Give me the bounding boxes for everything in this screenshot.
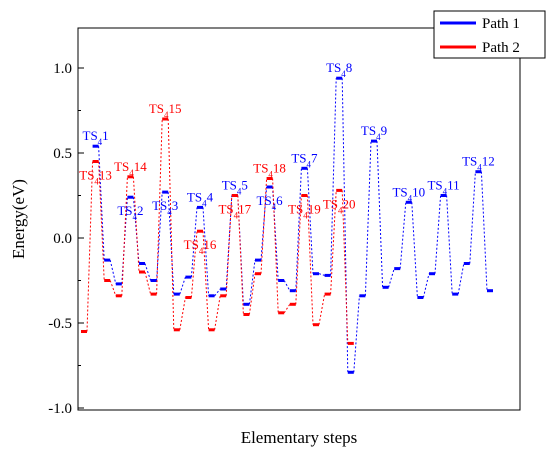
ts-label: TS415 [149,101,182,120]
connector [353,295,360,373]
connector [306,168,314,274]
ts-label: TS410 [392,184,425,203]
connector [330,78,337,276]
connector [86,161,94,332]
y-tick-label: 0.0 [53,231,72,247]
connector [202,207,210,296]
connector [318,273,325,276]
ts-label: TS47 [291,150,318,169]
connector [457,263,465,295]
connector [109,280,117,296]
connector [469,171,476,264]
connector [330,190,337,295]
connector [167,192,175,295]
y-axis: -1.0 -0.5 0.0 0.5 1.0 [48,61,84,417]
connector [388,268,395,288]
ts-label: TS48 [326,60,352,79]
connector [121,197,128,284]
connector [225,195,233,296]
ts-label: TS411 [427,178,459,197]
ts-label: TS416 [184,237,217,256]
connector [260,186,268,261]
connector [248,273,256,315]
legend-box [433,10,546,59]
ts-label: TS412 [462,154,495,173]
ts-label: TS418 [253,161,286,180]
connector [179,276,186,295]
ts-label: TS42 [117,203,143,222]
ts-label: TS413 [79,168,112,187]
connector [306,195,314,325]
connector [272,178,279,313]
connector [156,192,163,281]
connector [283,304,291,314]
ts-label: TS43 [152,198,178,217]
ts-label: TS45 [222,178,248,197]
connector [434,195,442,274]
y-tick-label: -0.5 [48,316,72,332]
connector [422,273,430,298]
axes-frame [77,27,521,411]
connector [295,168,302,291]
connector [167,118,175,330]
connector [318,294,326,325]
connector [399,202,407,269]
legend-label-path-2: Path 2 [482,40,520,56]
connector [109,259,117,285]
connector [446,195,453,295]
ts-label: TS417 [218,202,251,221]
legend-label-path-1: Path 1 [482,16,520,32]
y-tick-label: 1.0 [53,61,72,77]
plot-area: TS41 TS42 TS43 TS44 TS45 TS46 TS47 TS48 TS49 TS41… [79,60,495,374]
ts-label: TS41 [83,128,109,147]
connector [214,295,221,330]
connector [202,231,210,330]
connector [341,190,349,344]
ts-label: TS49 [361,123,387,142]
ts-label: TS419 [288,202,321,221]
connector [156,118,163,295]
connector [144,263,152,281]
connector [283,280,291,291]
connector [248,260,256,305]
connector [98,146,105,261]
y-tick-label: 0.5 [53,146,72,162]
connector [190,231,198,298]
y-tick-label: -1.0 [48,401,72,417]
ts-label: TS44 [187,189,214,208]
ts-label: TS420 [323,196,356,215]
x-axis-label: Elementary steps [241,428,358,447]
series-2 [81,117,354,345]
y-axis-label: Energy(eV) [9,179,28,259]
legend: Path 1 Path 2 [433,10,546,59]
ts-label: TS414 [114,159,147,178]
connector [364,141,372,296]
connector [179,297,186,330]
ts-label: TS46 [257,193,284,212]
connector [214,288,221,297]
connector [376,141,384,288]
